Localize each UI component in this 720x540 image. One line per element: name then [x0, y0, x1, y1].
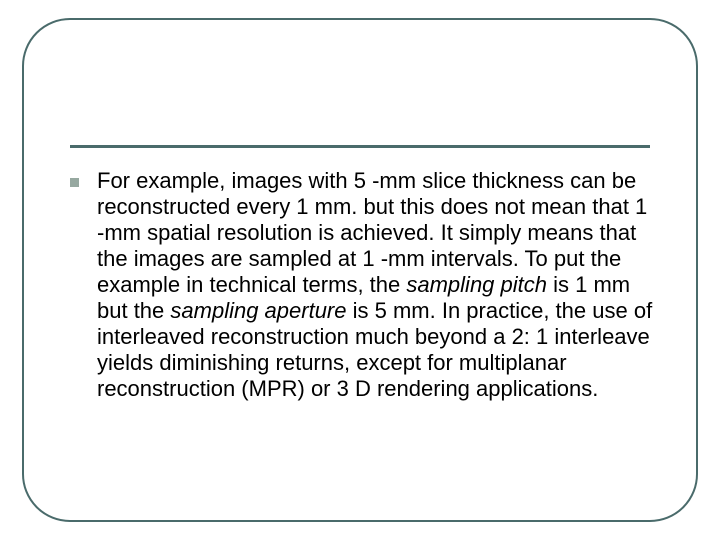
italic-span: sampling aperture: [170, 298, 346, 323]
bullet-item: For example, images with 5 -mm slice thi…: [70, 168, 656, 402]
slide: For example, images with 5 -mm slice thi…: [0, 0, 720, 540]
divider-line: [70, 145, 650, 148]
square-bullet-icon: [70, 178, 79, 187]
body-text: For example, images with 5 -mm slice thi…: [97, 168, 656, 402]
italic-span: sampling pitch: [406, 272, 547, 297]
content-area: For example, images with 5 -mm slice thi…: [70, 168, 656, 402]
